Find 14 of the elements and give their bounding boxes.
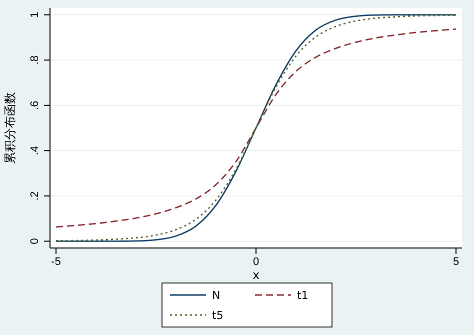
x-tick-label: 0 — [252, 256, 260, 268]
y-axis-title: 累积分布函数 — [3, 92, 17, 164]
legend-label: t1 — [297, 289, 308, 302]
x-axis-title: x — [252, 268, 260, 282]
y-tick-label: .6 — [29, 100, 41, 110]
x-tick-label: 5 — [452, 256, 460, 268]
x-tick-label: -5 — [51, 256, 61, 268]
legend-label: N — [212, 289, 220, 302]
y-tick-label: .8 — [29, 55, 41, 65]
y-tick-label: 1 — [29, 12, 41, 18]
y-tick-label: 0 — [29, 238, 41, 244]
legend-label: t5 — [212, 309, 224, 322]
y-tick-label: .4 — [29, 146, 41, 156]
y-tick-label: .2 — [29, 191, 41, 201]
